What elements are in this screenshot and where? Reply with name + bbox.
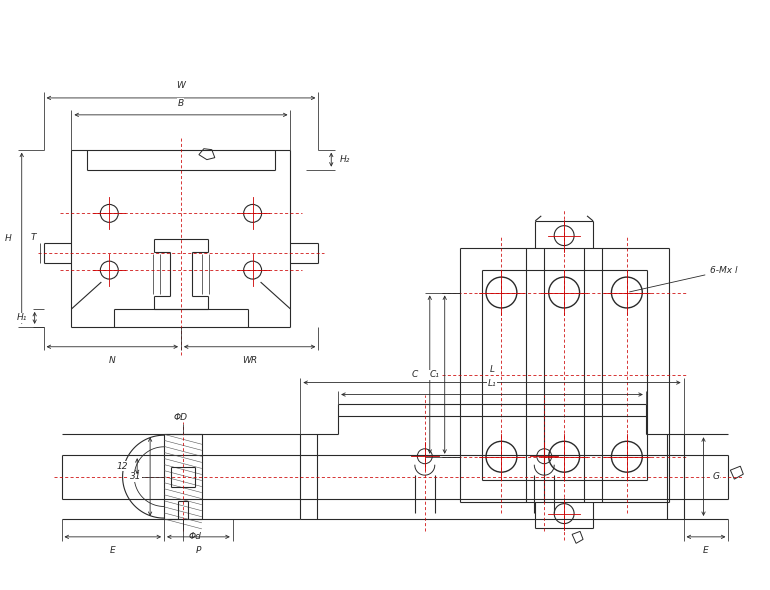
Text: L₁: L₁ bbox=[487, 379, 497, 388]
Text: H: H bbox=[5, 234, 12, 242]
Text: P: P bbox=[196, 546, 201, 555]
Text: N: N bbox=[109, 356, 116, 365]
Text: C₁: C₁ bbox=[430, 370, 440, 379]
Text: B: B bbox=[178, 99, 184, 108]
Text: C: C bbox=[412, 370, 418, 379]
Text: E: E bbox=[110, 546, 115, 555]
Text: 31: 31 bbox=[129, 472, 141, 481]
Text: H₁: H₁ bbox=[16, 313, 27, 322]
Text: H₂: H₂ bbox=[340, 155, 350, 164]
Text: 6-Mx l: 6-Mx l bbox=[630, 266, 738, 292]
Text: Φd: Φd bbox=[189, 532, 202, 541]
Text: L: L bbox=[490, 365, 494, 373]
Text: ΦD: ΦD bbox=[174, 414, 188, 422]
Text: WR: WR bbox=[242, 356, 257, 365]
Text: W: W bbox=[176, 81, 186, 90]
Text: E: E bbox=[703, 546, 709, 555]
Text: 12: 12 bbox=[117, 462, 129, 471]
Text: T: T bbox=[30, 233, 35, 242]
Text: G: G bbox=[712, 472, 719, 481]
